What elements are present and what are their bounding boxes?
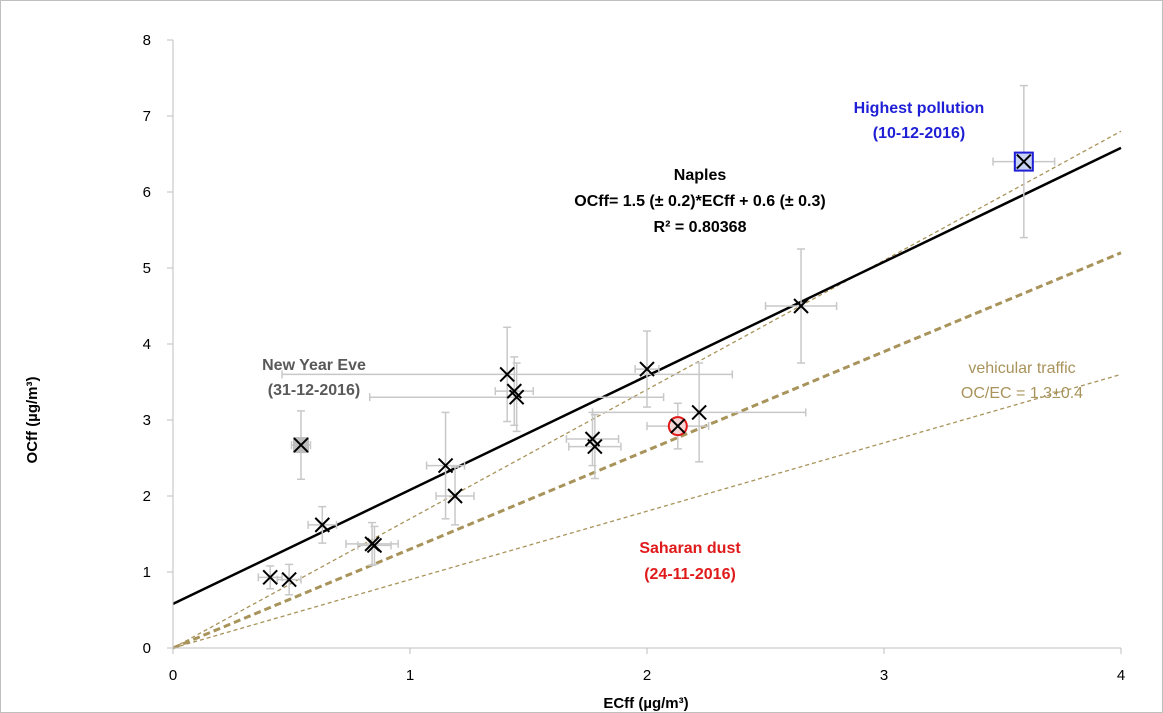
data-point-marker [1016, 153, 1032, 170]
y-tick-label: 1 [143, 564, 151, 581]
marker-layer [262, 151, 1034, 588]
y-tick-label: 3 [143, 412, 151, 429]
x-tick-label: 0 [169, 667, 177, 684]
x-tick-label: 4 [1117, 667, 1125, 684]
data-point-marker [366, 537, 383, 554]
data-point-marker [281, 571, 297, 588]
data-point-marker [639, 361, 655, 377]
new-year-label: New Year Eve [262, 357, 366, 374]
data-point-marker [499, 366, 515, 383]
data-point-stroke [293, 437, 309, 453]
data-point-stroke [262, 569, 278, 586]
data-point-marker [793, 298, 809, 314]
data-point-marker [670, 418, 686, 434]
data-point-stroke [584, 431, 601, 447]
data-point-stroke [366, 537, 383, 554]
data-point-stroke [639, 361, 655, 377]
data-point-marker [437, 457, 454, 474]
data-point-stroke [670, 418, 686, 434]
reference-line-1 [172, 251, 1122, 650]
y-tick-label: 0 [143, 640, 151, 657]
y-tick-label: 8 [143, 32, 151, 49]
highest-pollution-date: (10-12-2016) [873, 125, 966, 142]
errorbar-layer [257, 84, 1056, 596]
data-point-marker [587, 438, 603, 455]
y-tick-label: 5 [143, 260, 151, 277]
data-point-marker [262, 569, 278, 586]
reference-line-3 [172, 373, 1122, 649]
naples-label: Naples [674, 167, 727, 184]
y-tick-label: 4 [143, 336, 151, 353]
y-tick-label: 7 [143, 108, 151, 125]
data-point-stroke [314, 517, 331, 533]
data-point-marker [691, 404, 707, 421]
data-point-stroke [506, 383, 522, 399]
data-point-stroke [437, 457, 454, 474]
data-point-stroke [793, 298, 809, 314]
data-point-marker [293, 437, 309, 453]
x-tick-label: 2 [643, 667, 651, 684]
saharan-dust-label: Saharan dust [639, 540, 741, 557]
y-tick-label: 6 [143, 184, 151, 201]
data-point-stroke [691, 404, 707, 421]
data-point-marker [508, 389, 525, 405]
y-tick-label: 2 [143, 488, 151, 505]
vehicular-traffic-label: vehicular traffic [968, 360, 1075, 377]
data-point-marker [447, 488, 463, 504]
data-point-stroke [447, 488, 463, 504]
saharan-dust-date: (24-11-2016) [644, 566, 736, 583]
y-axis-title: OCff (µg/m³) [24, 377, 41, 464]
new-year-date: (31-12-2016) [268, 382, 361, 399]
data-point-stroke [499, 366, 515, 383]
regression-equation: OCff= 1.5 (± 0.2)*ECff + 0.6 (± 0.3) [574, 193, 825, 210]
x-tick-label: 3 [880, 667, 888, 684]
x-axis-title: ECff (µg/m³) [603, 695, 688, 712]
r-squared-label: R² = 0.80368 [654, 219, 747, 236]
vehicular-ratio-label: OC/EC = 1.3±0.4 [961, 385, 1083, 402]
data-point-stroke [587, 438, 603, 455]
data-point-stroke [508, 389, 525, 405]
data-point-stroke [281, 571, 297, 588]
data-point-marker [314, 517, 331, 533]
x-tick-label: 1 [406, 667, 414, 684]
highest-pollution-label: Highest pollution [854, 100, 985, 117]
axis-layer: 0 1 2 3 4 5 6 7 8 0 1 2 3 4 [143, 32, 1126, 684]
data-point-stroke [1016, 153, 1032, 170]
